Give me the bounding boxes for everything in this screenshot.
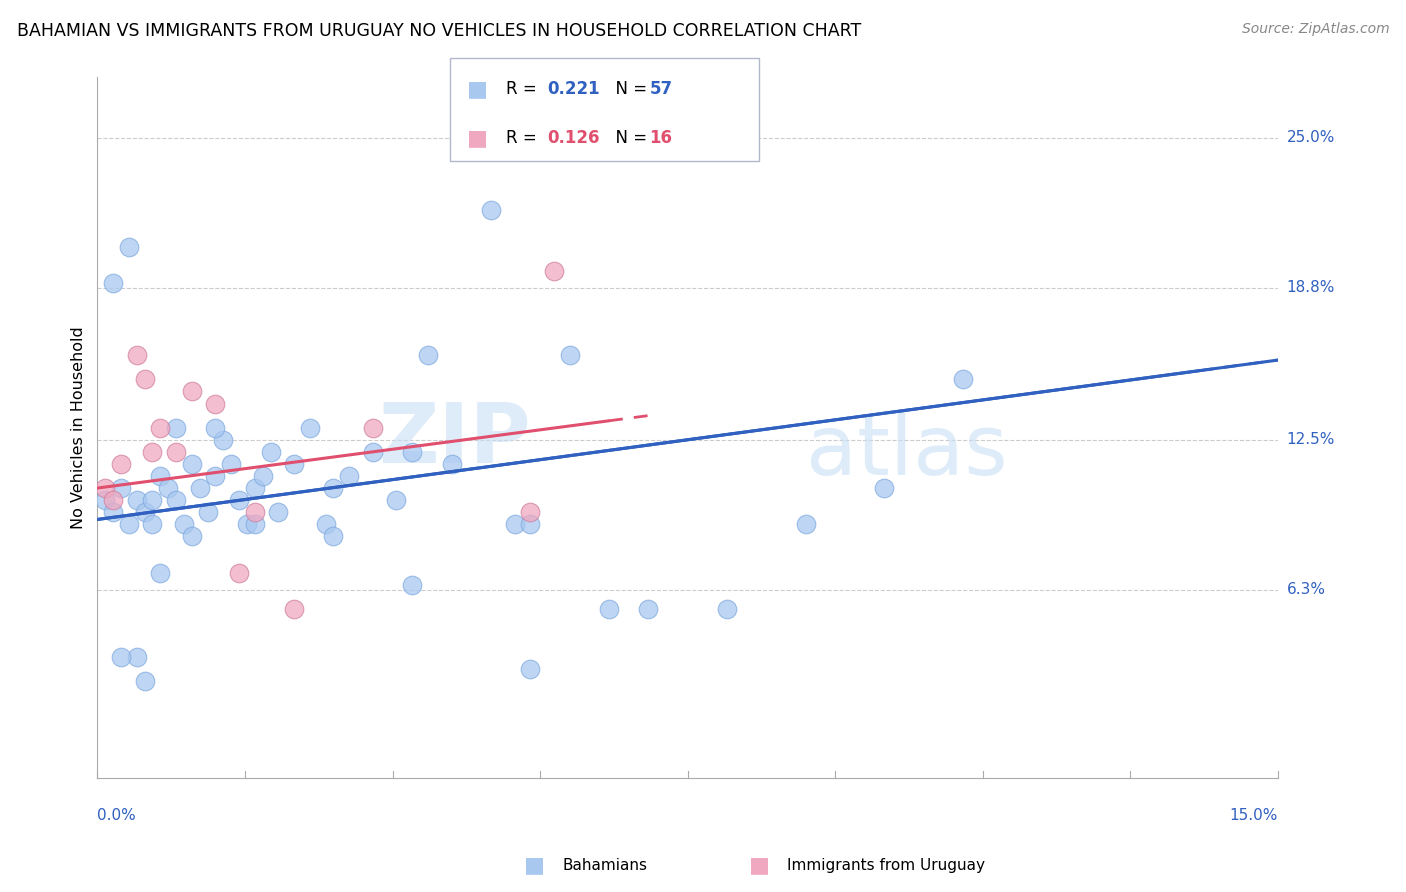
Point bbox=[283, 457, 305, 471]
Point bbox=[118, 517, 141, 532]
Point bbox=[716, 602, 738, 616]
Point bbox=[101, 505, 124, 519]
Point bbox=[543, 263, 565, 277]
Y-axis label: No Vehicles in Household: No Vehicles in Household bbox=[72, 326, 86, 529]
Point bbox=[503, 517, 526, 532]
Point bbox=[149, 566, 172, 580]
Point bbox=[180, 457, 202, 471]
Text: ZIP: ZIP bbox=[378, 400, 530, 480]
Text: 57: 57 bbox=[650, 79, 672, 98]
Point bbox=[94, 481, 117, 495]
Point bbox=[180, 384, 202, 399]
Text: ■: ■ bbox=[749, 855, 769, 875]
Point bbox=[416, 348, 439, 362]
Text: 16: 16 bbox=[650, 129, 672, 147]
Point bbox=[228, 493, 250, 508]
Point bbox=[385, 493, 408, 508]
Point bbox=[558, 348, 581, 362]
Point bbox=[337, 469, 360, 483]
Text: 0.221: 0.221 bbox=[547, 79, 599, 98]
Text: ■: ■ bbox=[524, 855, 544, 875]
Point bbox=[118, 239, 141, 253]
Text: Source: ZipAtlas.com: Source: ZipAtlas.com bbox=[1241, 22, 1389, 37]
Point bbox=[110, 457, 132, 471]
Point bbox=[165, 420, 187, 434]
Point bbox=[519, 505, 541, 519]
Point bbox=[125, 348, 148, 362]
Text: N =: N = bbox=[605, 79, 652, 98]
Point bbox=[794, 517, 817, 532]
Point bbox=[519, 662, 541, 676]
Point bbox=[873, 481, 896, 495]
Text: 12.5%: 12.5% bbox=[1286, 433, 1334, 447]
Point bbox=[149, 469, 172, 483]
Point bbox=[94, 493, 117, 508]
Point bbox=[134, 372, 156, 386]
Text: 25.0%: 25.0% bbox=[1286, 130, 1334, 145]
Point bbox=[134, 674, 156, 689]
Point bbox=[243, 481, 266, 495]
Point bbox=[188, 481, 211, 495]
Point bbox=[180, 529, 202, 543]
Text: 0.0%: 0.0% bbox=[97, 808, 136, 823]
Point bbox=[197, 505, 219, 519]
Point bbox=[204, 420, 226, 434]
Point bbox=[134, 505, 156, 519]
Point bbox=[952, 372, 974, 386]
Point bbox=[267, 505, 290, 519]
Point bbox=[322, 529, 344, 543]
Point bbox=[110, 650, 132, 665]
Text: 6.3%: 6.3% bbox=[1286, 582, 1326, 597]
Point bbox=[637, 602, 659, 616]
Point bbox=[165, 445, 187, 459]
Point bbox=[401, 445, 423, 459]
Point bbox=[212, 433, 235, 447]
Point bbox=[283, 602, 305, 616]
Point bbox=[315, 517, 337, 532]
Point bbox=[243, 517, 266, 532]
Point bbox=[252, 469, 274, 483]
Point bbox=[204, 396, 226, 410]
Text: atlas: atlas bbox=[806, 411, 1008, 492]
Point bbox=[141, 493, 163, 508]
Point bbox=[361, 445, 384, 459]
Point bbox=[110, 481, 132, 495]
Point bbox=[204, 469, 226, 483]
Text: R =: R = bbox=[506, 79, 543, 98]
Point bbox=[479, 203, 502, 218]
Point bbox=[598, 602, 620, 616]
Point bbox=[165, 493, 187, 508]
Point bbox=[101, 493, 124, 508]
Text: N =: N = bbox=[605, 129, 652, 147]
Point bbox=[125, 650, 148, 665]
Point bbox=[141, 445, 163, 459]
Text: 15.0%: 15.0% bbox=[1230, 808, 1278, 823]
Point bbox=[361, 420, 384, 434]
Text: ■: ■ bbox=[467, 78, 488, 99]
Text: BAHAMIAN VS IMMIGRANTS FROM URUGUAY NO VEHICLES IN HOUSEHOLD CORRELATION CHART: BAHAMIAN VS IMMIGRANTS FROM URUGUAY NO V… bbox=[17, 22, 860, 40]
Point bbox=[401, 577, 423, 591]
Point bbox=[101, 276, 124, 290]
Point bbox=[173, 517, 195, 532]
Point bbox=[243, 505, 266, 519]
Point bbox=[259, 445, 281, 459]
Text: Immigrants from Uruguay: Immigrants from Uruguay bbox=[787, 858, 986, 872]
Text: 18.8%: 18.8% bbox=[1286, 280, 1334, 295]
Point bbox=[228, 566, 250, 580]
Point bbox=[298, 420, 321, 434]
Point bbox=[125, 493, 148, 508]
Text: 0.126: 0.126 bbox=[547, 129, 599, 147]
Text: R =: R = bbox=[506, 129, 543, 147]
Point bbox=[519, 517, 541, 532]
Text: ■: ■ bbox=[467, 128, 488, 148]
Text: Bahamians: Bahamians bbox=[562, 858, 647, 872]
Point bbox=[440, 457, 463, 471]
Point bbox=[219, 457, 242, 471]
Point bbox=[149, 420, 172, 434]
Point bbox=[141, 517, 163, 532]
Point bbox=[157, 481, 180, 495]
Point bbox=[322, 481, 344, 495]
Point bbox=[236, 517, 259, 532]
